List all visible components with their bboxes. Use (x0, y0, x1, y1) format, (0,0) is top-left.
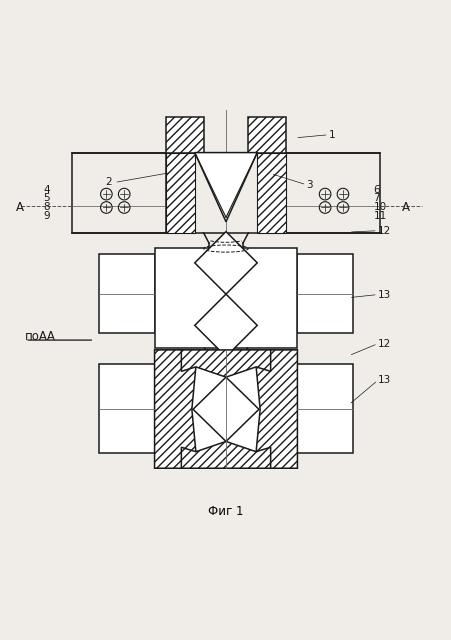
Bar (154, 350, 297, 468)
Text: 9: 9 (43, 211, 50, 221)
Bar (99, 254, 154, 333)
Text: 1: 1 (328, 130, 335, 140)
Text: А: А (16, 202, 24, 214)
Bar (72, 152, 166, 233)
Text: 11: 11 (373, 211, 386, 221)
Text: 4: 4 (43, 184, 50, 195)
Bar (248, 117, 285, 152)
Polygon shape (194, 232, 257, 294)
Polygon shape (181, 350, 270, 377)
Text: Фиг 1: Фиг 1 (208, 504, 243, 518)
Text: 5: 5 (43, 193, 50, 203)
Text: 7: 7 (373, 193, 379, 203)
Polygon shape (194, 294, 257, 356)
Bar (285, 152, 379, 233)
Text: 6: 6 (373, 184, 379, 195)
Text: 13: 13 (377, 289, 390, 300)
Text: А: А (401, 202, 410, 214)
Bar (297, 364, 352, 453)
Bar (166, 152, 194, 233)
Text: 12: 12 (377, 339, 390, 349)
Text: 12: 12 (377, 226, 390, 236)
Bar (99, 364, 154, 453)
Bar (154, 248, 297, 348)
Text: 2: 2 (105, 177, 112, 188)
Text: 3: 3 (306, 180, 312, 189)
Polygon shape (154, 350, 195, 468)
Polygon shape (193, 377, 258, 442)
Bar (166, 117, 203, 152)
Bar (297, 254, 352, 333)
Polygon shape (181, 442, 270, 468)
Bar (257, 152, 285, 233)
Text: поАА: поАА (25, 330, 56, 344)
Polygon shape (256, 350, 297, 468)
Text: 13: 13 (377, 375, 390, 385)
Polygon shape (194, 152, 257, 222)
Text: 10: 10 (373, 202, 386, 212)
Text: 8: 8 (43, 202, 50, 212)
